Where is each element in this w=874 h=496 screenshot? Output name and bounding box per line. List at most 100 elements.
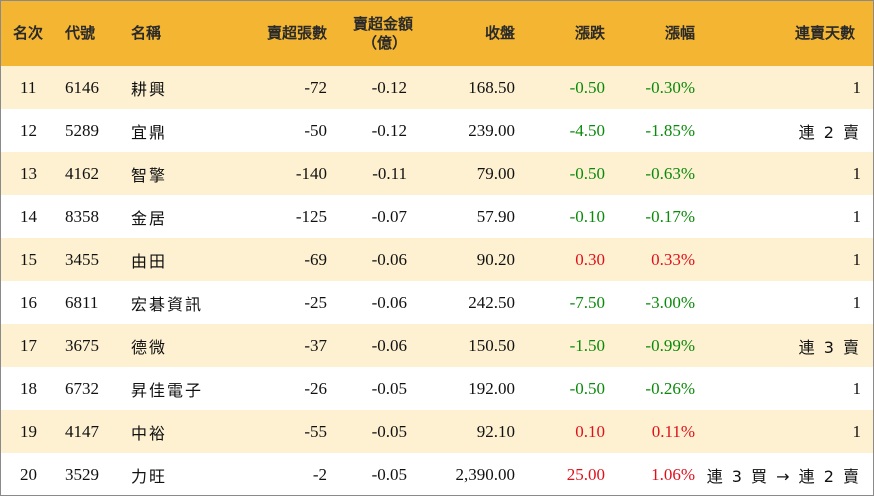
cell-close: 2,390.00 (455, 464, 516, 484)
header-net-sell-amount-line2: （億） (361, 33, 407, 52)
cell-close: 192.00 (468, 378, 515, 398)
cell-streak: 1 (852, 77, 862, 97)
cell-change-pct: -0.30% (645, 77, 695, 97)
table-row: 13 4162 智擎 -140 -0.11 79.00 -0.50 -0.63% 1 (1, 152, 873, 195)
cell-name: 中裕 (131, 423, 168, 443)
cell-change: -1.50 (569, 335, 605, 355)
cell-change-pct: -0.26% (645, 378, 695, 398)
cell-net-sell-lots: -37 (304, 335, 327, 355)
table-row: 12 5289 宜鼎 -50 -0.12 239.00 -4.50 -1.85% 連 2 賣 (1, 109, 873, 152)
cell-rank: 17 (20, 335, 37, 355)
table-row: 19 4147 中裕 -55 -0.05 92.10 0.10 0.11% 1 (1, 410, 873, 453)
cell-streak: 1 (852, 163, 862, 183)
cell-code: 3529 (65, 464, 99, 484)
cell-change: -0.50 (569, 378, 605, 398)
cell-change-pct: -0.17% (645, 206, 695, 226)
cell-streak: 連 2 賣 (798, 122, 861, 142)
cell-change: 0.30 (575, 249, 605, 269)
cell-rank: 19 (20, 421, 37, 441)
table-row: 11 6146 耕興 -72 -0.12 168.50 -0.50 -0.30% 1 (1, 66, 873, 109)
cell-code: 6146 (65, 77, 99, 97)
cell-code: 4162 (65, 163, 99, 183)
header-code: 代號 (65, 24, 96, 42)
cell-rank: 16 (20, 292, 37, 312)
cell-streak: 1 (852, 292, 862, 312)
cell-change-pct: -1.85% (645, 120, 695, 140)
header-rank: 名次 (13, 24, 44, 42)
header-name: 名稱 (131, 24, 162, 42)
cell-streak: 連 3 買 → 連 2 賣 (706, 466, 861, 486)
cell-name: 昇佳電子 (131, 380, 204, 400)
cell-rank: 20 (20, 464, 37, 484)
cell-code: 6811 (65, 292, 99, 312)
cell-code: 8358 (65, 206, 99, 226)
cell-name: 耕興 (131, 79, 168, 99)
cell-net-sell-lots: -50 (304, 120, 327, 140)
table-row: 17 3675 德微 -37 -0.06 150.50 -1.50 -0.99% 連 3 賣 (1, 324, 873, 367)
cell-rank: 11 (20, 77, 37, 97)
table-row: 18 6732 昇佳電子 -26 -0.05 192.00 -0.50 -0.26% 1 (1, 367, 873, 410)
cell-net-sell-amount: -0.07 (371, 206, 407, 226)
cell-code: 6732 (65, 378, 99, 398)
header-close: 收盤 (484, 24, 515, 42)
cell-name: 智擎 (131, 165, 168, 185)
cell-code: 5289 (65, 120, 99, 140)
cell-change: -7.50 (569, 292, 605, 312)
cell-rank: 14 (20, 206, 37, 226)
cell-name: 德微 (131, 337, 168, 357)
cell-net-sell-amount: -0.05 (371, 464, 407, 484)
cell-name: 宜鼎 (131, 122, 168, 142)
header-change: 漲跌 (574, 24, 605, 42)
cell-rank: 13 (20, 163, 37, 183)
table-body: 11 6146 耕興 -72 -0.12 168.50 -0.50 -0.30% 1 12 5289… (1, 66, 873, 495)
header-streak: 連賣天數 (794, 24, 855, 42)
cell-change-pct: -0.63% (645, 163, 695, 183)
cell-net-sell-amount: -0.06 (371, 292, 407, 312)
cell-streak: 1 (852, 378, 862, 398)
cell-code: 3455 (65, 249, 99, 269)
cell-net-sell-lots: -140 (295, 163, 327, 183)
cell-close: 92.10 (476, 421, 515, 441)
cell-streak: 1 (852, 249, 862, 269)
cell-net-sell-lots: -2 (312, 464, 327, 484)
cell-streak: 1 (852, 206, 862, 226)
cell-change: -0.10 (569, 206, 605, 226)
cell-net-sell-amount: -0.11 (372, 163, 407, 183)
cell-change: 0.10 (575, 421, 605, 441)
table-header-row: 名次 代號 名稱 賣超張數 賣超金額 （億） 收盤 漲跌 漲幅 連賣天數 (1, 1, 873, 66)
header-change-pct: 漲幅 (664, 24, 695, 42)
cell-close: 239.00 (468, 120, 515, 140)
cell-net-sell-amount: -0.05 (371, 378, 407, 398)
cell-net-sell-lots: -69 (304, 249, 327, 269)
cell-code: 4147 (65, 421, 99, 441)
cell-close: 57.90 (476, 206, 515, 226)
cell-close: 150.50 (468, 335, 515, 355)
cell-net-sell-lots: -125 (295, 206, 327, 226)
cell-name: 由田 (131, 251, 168, 271)
header-net-sell-lots: 賣超張數 (266, 24, 327, 42)
cell-close: 242.50 (468, 292, 515, 312)
table-row: 14 8358 金居 -125 -0.07 57.90 -0.10 -0.17% 1 (1, 195, 873, 238)
cell-change: -0.50 (569, 163, 605, 183)
cell-net-sell-lots: -72 (304, 77, 327, 97)
cell-net-sell-amount: -0.12 (371, 77, 407, 97)
cell-close: 90.20 (476, 249, 515, 269)
cell-change: -0.50 (569, 77, 605, 97)
cell-net-sell-lots: -25 (304, 292, 327, 312)
cell-net-sell-lots: -26 (304, 378, 327, 398)
cell-close: 79.00 (476, 163, 515, 183)
table-row: 16 6811 宏碁資訊 -25 -0.06 242.50 -7.50 -3.00% 1 (1, 281, 873, 324)
table-row: 20 3529 力旺 -2 -0.05 2,390.00 25.00 1.06% 連 3 買 →… (1, 453, 873, 495)
cell-name: 宏碁資訊 (131, 294, 204, 314)
cell-rank: 15 (20, 249, 37, 269)
cell-net-sell-amount: -0.06 (371, 335, 407, 355)
cell-rank: 18 (20, 378, 37, 398)
cell-name: 力旺 (131, 466, 168, 486)
cell-change-pct: 0.11% (651, 421, 695, 441)
table-row: 15 3455 由田 -69 -0.06 90.20 0.30 0.33% 1 (1, 238, 873, 281)
cell-code: 3675 (65, 335, 99, 355)
cell-net-sell-amount: -0.06 (371, 249, 407, 269)
cell-net-sell-amount: -0.12 (371, 120, 407, 140)
